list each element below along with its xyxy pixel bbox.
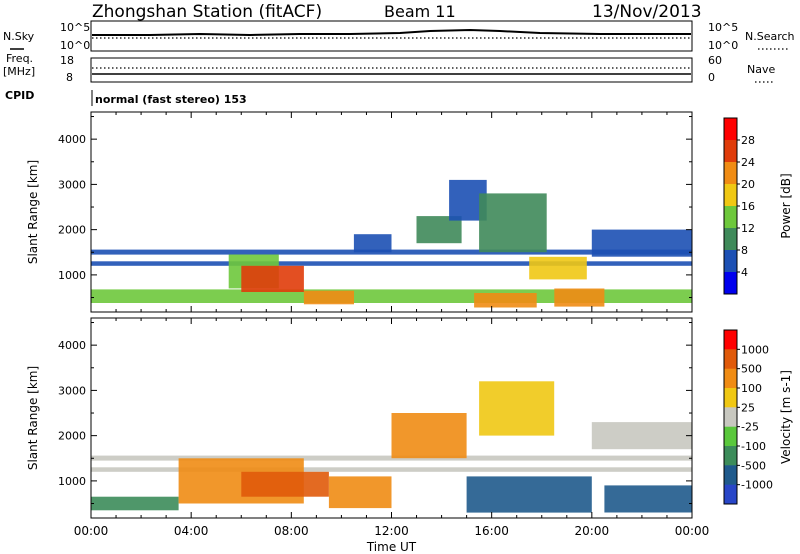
colorbar-segment <box>724 250 737 273</box>
nsearch-label: N.Search <box>745 30 795 43</box>
colorbar-segment <box>724 484 737 505</box>
colorbar-label: Power [dB] <box>779 173 793 238</box>
x-tick-label: 20:00 <box>575 524 610 538</box>
velocity-echo-region <box>91 467 692 472</box>
freq-unit: [MHz] <box>3 65 35 78</box>
colorbar-frame <box>723 329 738 505</box>
colorbar-segment <box>724 272 737 295</box>
colorbar-segment <box>724 368 737 389</box>
power-echo-region <box>303 290 354 305</box>
log-tick-top-right: 10^5 <box>708 21 738 34</box>
power-echo-region <box>91 289 692 303</box>
colorbar-segment <box>724 118 737 141</box>
colorbar-segment <box>724 388 737 408</box>
power-echo-region <box>474 293 537 308</box>
power-echo-region <box>529 256 587 280</box>
x-tick-label: 04:00 <box>174 524 209 538</box>
y-tick-label: 2000 <box>58 430 86 443</box>
y-tick-label: 1000 <box>58 475 86 488</box>
date-label: 13/Nov/2013 <box>592 2 702 22</box>
station-title: Zhongshan Station (fitACF) <box>92 2 322 22</box>
y-tick-label: 3000 <box>58 178 86 191</box>
freq-tick-top: 18 <box>60 54 74 67</box>
x-tick-label: 16:00 <box>474 524 509 538</box>
colorbar-segment <box>724 228 737 251</box>
x-tick-label: 00:00 <box>74 524 109 538</box>
x-tick-label: 08:00 <box>274 524 309 538</box>
nave-label: Nave <box>747 63 775 76</box>
velocity-echo-region <box>241 471 329 497</box>
noise-panel: N.Sky 10^5 10^0 10^5 10^0 N.Search <box>3 20 795 52</box>
colorbar-segment <box>724 446 737 466</box>
power-plot-frame <box>90 111 693 313</box>
log-tick-bottom-right: 10^0 <box>708 39 738 52</box>
colorbar-tick-label: 8 <box>741 244 748 257</box>
power-echo-region <box>591 229 692 257</box>
freq-label: Freq. <box>6 52 33 65</box>
power-echo-region <box>554 288 605 307</box>
colorbar-tick-label: -100 <box>741 440 766 453</box>
power-plot: 1000 2000 3000 4000 Slant Range [km] 28 24 20 16… <box>26 111 793 313</box>
log-tick-top-left: 10^5 <box>60 21 90 34</box>
freq-tick-bottom: 8 <box>66 71 73 84</box>
cpid-label: CPID <box>5 89 34 102</box>
colorbar-segment <box>724 349 737 370</box>
colorbar-segment <box>724 206 737 229</box>
y-axis-label: Slant Range [km] <box>26 366 40 470</box>
nave-tick-top: 60 <box>708 54 722 67</box>
colorbar-segment <box>724 162 737 185</box>
colorbar-tick-label: -500 <box>741 459 766 472</box>
colorbar-segment <box>724 140 737 163</box>
colorbar-segment <box>724 330 737 350</box>
velocity-echo-region <box>91 496 179 511</box>
colorbar-tick-label: 500 <box>741 363 762 376</box>
colorbar-tick-label: -1000 <box>741 479 773 492</box>
colorbar-tick-label: 1000 <box>741 343 769 356</box>
velocity-echo-region <box>604 485 692 513</box>
velocity-echo-region <box>328 476 392 509</box>
power-echo-region <box>416 216 462 244</box>
colorbar-segment <box>724 426 737 447</box>
colorbar-segment <box>724 465 737 486</box>
y-tick-label: 4000 <box>58 133 86 146</box>
x-tick-label: 00:00 <box>675 524 710 538</box>
cpid-value: normal (fast stereo) 153 <box>95 93 247 106</box>
colorbar-tick-label: 28 <box>741 134 755 147</box>
y-axis-label: Slant Range [km] <box>26 160 40 264</box>
nsky-label: N.Sky <box>3 30 35 43</box>
y-tick-label: 3000 <box>58 384 86 397</box>
velocity-echo-region <box>466 476 592 513</box>
colorbar-segment <box>724 184 737 207</box>
velocity-echo-region <box>479 381 555 436</box>
colorbar-tick-label: 25 <box>741 401 755 414</box>
power-echo-region <box>479 193 547 253</box>
x-tick-label: 12:00 <box>374 524 409 538</box>
colorbar-tick-label: 20 <box>741 178 755 191</box>
freq-panel: Freq. [MHz] 18 8 60 0 Nave CPID normal (… <box>3 52 775 106</box>
colorbar-tick-label: -25 <box>741 421 759 434</box>
colorbar-tick-label: 12 <box>741 222 755 235</box>
beam-label: Beam 11 <box>384 2 456 21</box>
log-tick-bottom-left: 10^0 <box>60 39 90 52</box>
power-echo-region <box>91 261 692 266</box>
nave-tick-bottom: 0 <box>708 71 715 84</box>
nsky-trace <box>92 28 691 37</box>
y-tick-label: 1000 <box>58 269 86 282</box>
power-echo-region <box>353 234 392 253</box>
colorbar-tick-label: 24 <box>741 156 755 169</box>
colorbar-tick-label: 100 <box>741 382 762 395</box>
colorbar-label: Velocity [m s-1] <box>779 370 793 464</box>
colorbar-segment <box>724 407 737 428</box>
velocity-echo-region <box>591 422 692 450</box>
x-axis-label: Time UT <box>366 540 417 554</box>
colorbar-tick-label: 4 <box>741 266 748 279</box>
velocity-echo-region <box>391 413 467 459</box>
y-tick-label: 4000 <box>58 339 86 352</box>
y-tick-label: 2000 <box>58 224 86 237</box>
colorbar-tick-label: 16 <box>741 200 755 213</box>
power-echo-region <box>241 265 304 292</box>
velocity-plot: 1000 2000 3000 4000 Slant Range [km] 00:00 04:… <box>26 317 793 554</box>
